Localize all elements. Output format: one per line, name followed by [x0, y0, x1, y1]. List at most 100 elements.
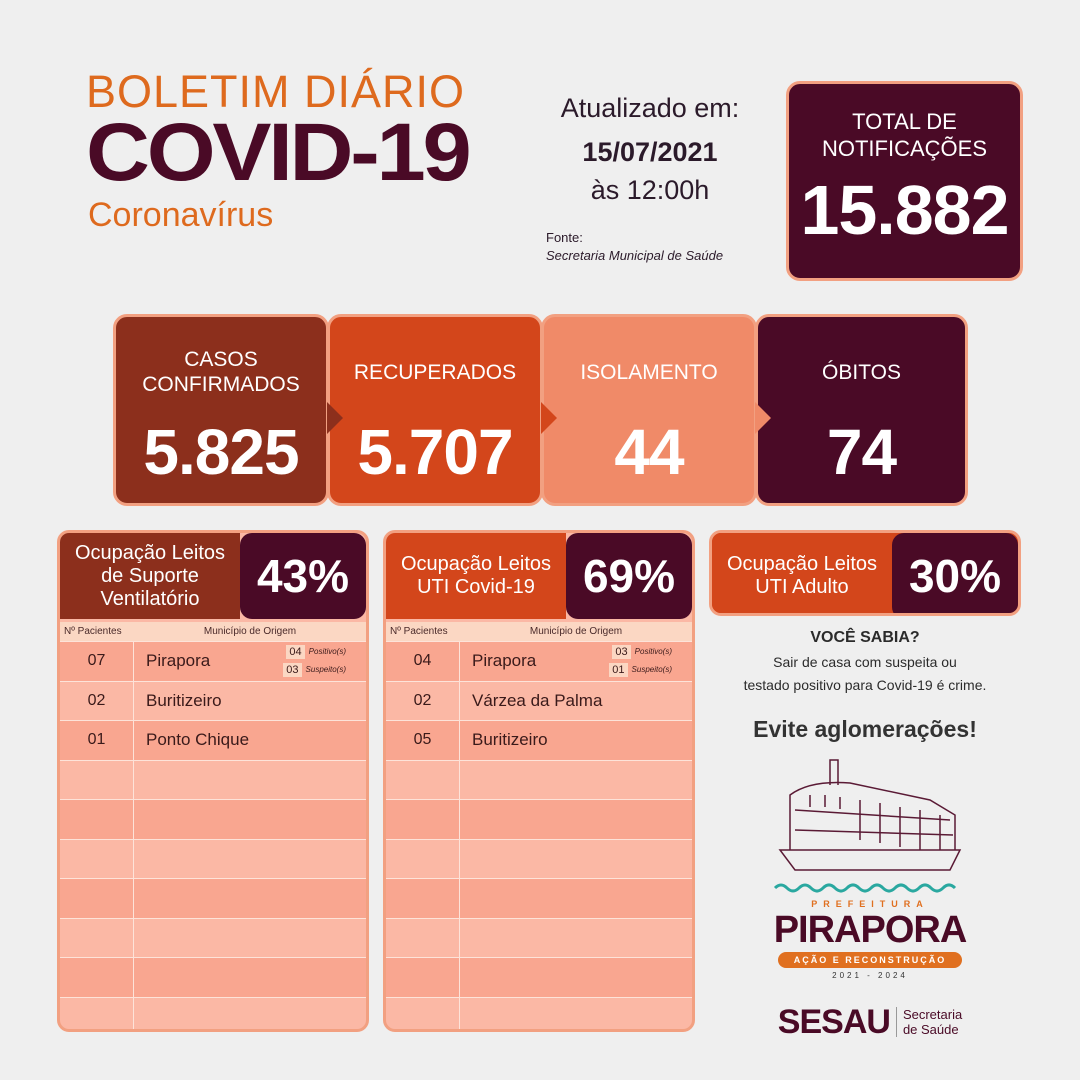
logo-city: PIRAPORA: [773, 909, 968, 951]
col-header: Nº Pacientes: [390, 626, 448, 637]
table-row: [386, 957, 692, 997]
patient-count: [60, 879, 134, 918]
updated-label: Atualizado em:: [560, 93, 740, 123]
logo-motto: AÇÃO E RECONSTRUÇÃO: [778, 952, 962, 968]
arrow-icon: [327, 402, 343, 434]
patient-count: [60, 839, 134, 878]
sesau-sub: de Saúde: [902, 1022, 959, 1037]
patient-count: 05: [386, 721, 460, 760]
city: [134, 998, 366, 1030]
patient-count: [60, 918, 134, 957]
table-row: [386, 838, 692, 879]
patient-count: [386, 760, 460, 799]
sesau-sub: Secretaria: [902, 1007, 963, 1022]
sesau-logo: SESAU Secretaria de Saúde: [770, 1003, 970, 1041]
arrow-icon: [541, 402, 557, 434]
city: [134, 919, 366, 958]
stat-card: RECUPERADOS 5.707: [327, 314, 557, 506]
stat-value: 5.707: [357, 416, 513, 488]
pirapora-logo: PREFEITURA PIRAPORA AÇÃO E RECONSTRUÇÃO …: [770, 755, 970, 1041]
total-label: TOTAL DE: [852, 109, 957, 134]
patient-count: [386, 800, 460, 839]
patient-count: [60, 800, 134, 839]
occupancy-percent: 30%: [892, 533, 1018, 613]
stat-value: 5.825: [143, 416, 299, 488]
city: Pirapora: [472, 651, 537, 670]
table-row: [386, 917, 692, 958]
steamboat-icon: [778, 759, 962, 871]
total-value: 15.882: [800, 171, 1009, 249]
patient-count: 04: [386, 642, 460, 681]
city: Buritizeiro: [472, 730, 548, 749]
city: [460, 919, 692, 958]
info-text: testado positivo para Covid-19 é crime.: [743, 677, 987, 693]
city: [134, 958, 366, 997]
city: [460, 879, 692, 918]
logo-text: PREFEITURA: [811, 899, 929, 909]
covid-title: COVID-19: [86, 107, 472, 198]
patient-count: 07: [60, 642, 134, 681]
source: Secretaria Municipal de Saúde: [546, 248, 724, 263]
city: [134, 761, 366, 800]
stat-card: ÓBITOS 74: [755, 314, 968, 506]
city: [460, 840, 692, 879]
bulletin-title: BOLETIM DIÁRIO: [86, 66, 466, 117]
city: Várzea da Palma: [472, 690, 603, 710]
occupancy-label: Ocupação Leitos UTI Covid-19: [386, 533, 566, 619]
source-label: Fonte:: [546, 230, 583, 245]
table-row: [60, 759, 366, 800]
table-row: [60, 838, 366, 878]
col-header: Município de Origem: [529, 626, 623, 637]
updated-time: às 12:00h: [590, 175, 710, 205]
table-row: [386, 996, 692, 1030]
table-row: [386, 799, 692, 839]
city: Ponto Chique: [146, 730, 250, 749]
table-row: [60, 917, 366, 958]
table-row: [60, 799, 366, 839]
patient-count: 02: [60, 681, 134, 720]
patient-count: [60, 760, 134, 799]
occupancy-percent: 69%: [566, 533, 692, 619]
subtitle: Coronavírus: [88, 196, 274, 234]
info-text: Sair de casa com suspeita ou: [773, 654, 957, 670]
table-row: [386, 759, 692, 799]
slogan: Evite aglomerações!: [753, 716, 977, 742]
patient-count: [60, 997, 134, 1029]
table-row: 07 Pirapora 04 Positivo(s) 03 Suspeito(s): [60, 641, 366, 681]
table-row: 05 Buritizeiro: [386, 720, 692, 760]
patient-count: [386, 879, 460, 918]
city: [460, 800, 692, 839]
stat-value: 44: [614, 416, 684, 488]
col-header: Município de Origem: [203, 626, 297, 637]
stat-label: CASOS CONFIRMADOS: [142, 348, 300, 396]
city: [460, 958, 692, 997]
occupancy-percent: 43%: [240, 533, 366, 619]
table-row: 02 Buritizeiro: [60, 680, 366, 720]
total-notifications: TOTAL DE NOTIFICAÇÕES 15.882: [786, 81, 1023, 281]
stat-label: RECUPERADOS: [353, 360, 517, 384]
table-row: [60, 957, 366, 997]
patient-count: [386, 958, 460, 997]
occupancy-panel: Ocupação Leitos de Suporte Ventilatório 4…: [57, 530, 369, 1032]
stat-card: CASOS CONFIRMADOS 5.825: [113, 314, 343, 506]
patient-count: [386, 839, 460, 878]
city: [460, 998, 692, 1030]
info-title: VOCÊ SABIA?: [810, 629, 920, 646]
patient-count: 01: [60, 721, 134, 760]
col-header: Nº Pacientes: [64, 626, 122, 637]
table-row: 04 Pirapora 03 Positivo(s) 01 Suspeito(s): [386, 641, 692, 681]
total-label: NOTIFICAÇÕES: [821, 136, 987, 161]
city: Buritizeiro: [146, 690, 222, 710]
suspect-count: 03 Suspeito(s): [283, 663, 346, 677]
stat-label: ISOLAMENTO: [580, 360, 718, 384]
city: [134, 800, 366, 839]
occupancy-label: Ocupação Leitos de Suporte Ventilatório: [60, 533, 240, 619]
table-row: [60, 878, 366, 918]
occupancy-panel: Ocupação Leitos UTI Covid-19 69% Nº Pacien…: [383, 530, 695, 1032]
arrow-icon: [755, 402, 771, 434]
stat-card: ISOLAMENTO 44: [541, 314, 771, 506]
patient-count: [386, 997, 460, 1029]
stat-label: ÓBITOS: [822, 360, 901, 384]
patient-count: [386, 918, 460, 957]
updated-date: 15/07/2021: [582, 137, 718, 167]
